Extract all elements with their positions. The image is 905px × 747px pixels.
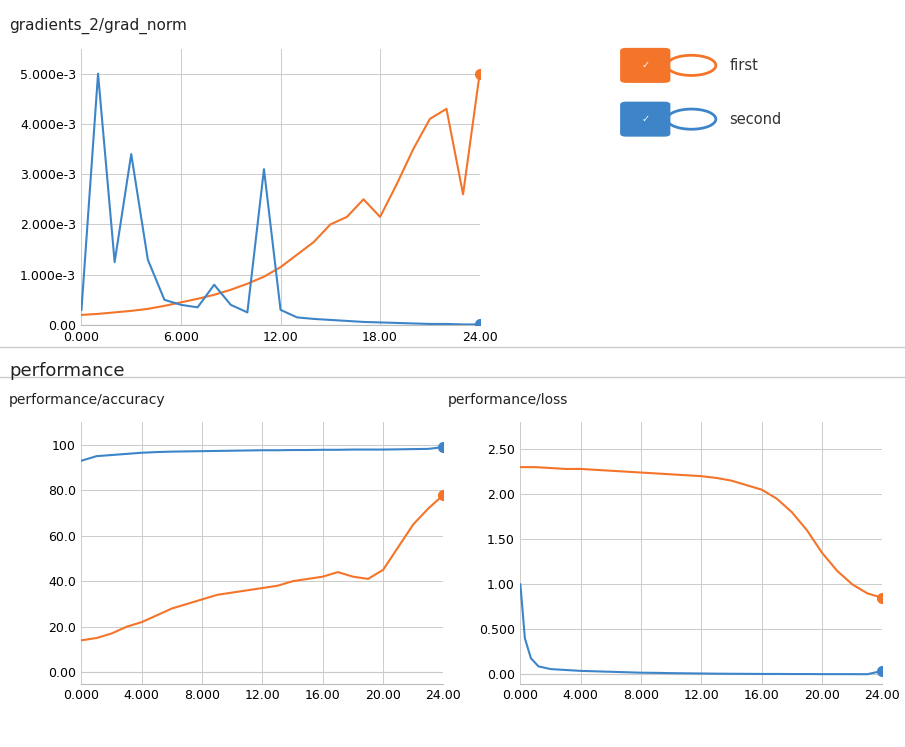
Text: gradients_2/grad_norm: gradients_2/grad_norm	[9, 17, 187, 34]
Text: performance/accuracy: performance/accuracy	[9, 393, 166, 407]
Text: performance: performance	[9, 362, 125, 380]
Text: ✓: ✓	[642, 61, 649, 70]
Text: performance/loss: performance/loss	[448, 393, 568, 407]
FancyBboxPatch shape	[621, 102, 670, 136]
Text: ✓: ✓	[642, 114, 649, 124]
Text: first: first	[729, 58, 758, 73]
Text: second: second	[729, 111, 782, 127]
FancyBboxPatch shape	[621, 49, 670, 82]
